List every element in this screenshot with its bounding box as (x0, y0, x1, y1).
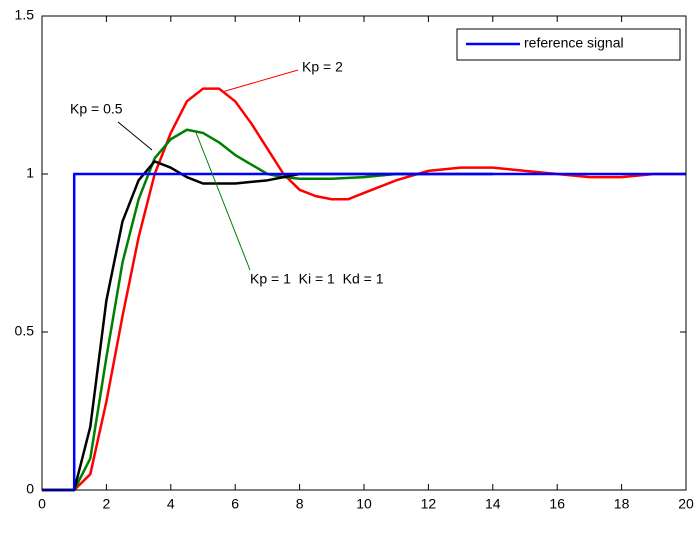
x-tick-label: 12 (421, 496, 437, 512)
annotation-leader (194, 129, 251, 271)
x-tick-label: 10 (356, 496, 372, 512)
x-tick-label: 0 (38, 496, 46, 512)
y-tick-label: 1 (26, 165, 34, 181)
x-tick-label: 18 (614, 496, 630, 512)
x-tick-label: 20 (678, 496, 694, 512)
plot-frame (41, 15, 687, 491)
y-tick-label: 1.5 (15, 7, 35, 23)
annotation: Kp = 2 (302, 59, 343, 75)
y-tick-label: 0 (26, 481, 34, 497)
x-tick-label: 6 (231, 496, 239, 512)
legend-label: reference signal (524, 35, 624, 51)
y-tick-label: 0.5 (15, 323, 35, 339)
series-line (42, 128, 429, 492)
annotation-leader (117, 121, 153, 151)
x-tick-label: 14 (485, 496, 501, 512)
x-tick-label: 4 (167, 496, 175, 512)
x-tick-label: 8 (296, 496, 304, 512)
annotation-leader (221, 69, 299, 93)
annotation: Kp = 0.5 (70, 101, 123, 117)
x-tick-label: 16 (549, 496, 565, 512)
series-line (42, 87, 686, 492)
x-tick-label: 2 (103, 496, 111, 512)
annotation: Kp = 1 Ki = 1 Kd = 1 (250, 271, 384, 287)
